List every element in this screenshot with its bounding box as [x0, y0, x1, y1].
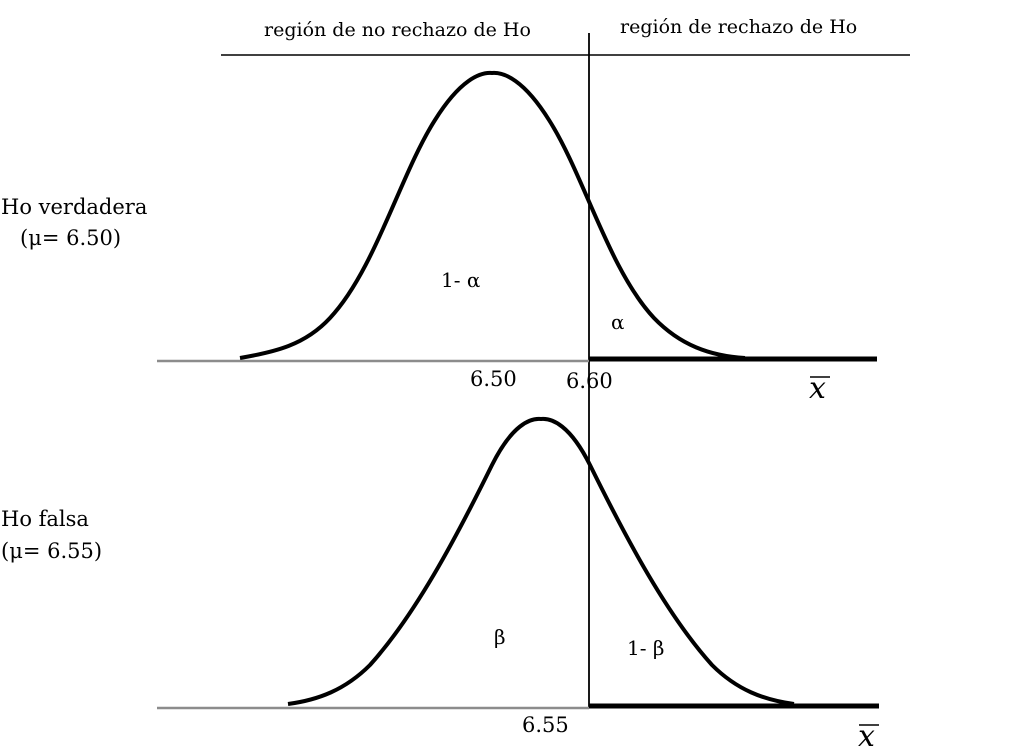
bottom-normal-curve	[287, 416, 795, 706]
no-rejection-region-label: región de no rechazo de Ho	[264, 19, 531, 41]
ho-true-label: Ho verdadera	[1, 195, 147, 219]
ho-false-mean-label: (μ= 6.55)	[1, 539, 102, 563]
top-mean-tick-label: 6.50	[470, 367, 517, 391]
critical-value-tick-label: 6.60	[566, 369, 613, 393]
top-xbar-axis-label: x	[809, 371, 826, 406]
top-normal-curve	[239, 70, 746, 360]
beta-label: β	[494, 625, 506, 649]
rejection-region-label: región de rechazo de Ho	[620, 16, 857, 38]
one-minus-alpha-label: 1- α	[441, 268, 480, 292]
alpha-label: α	[611, 310, 625, 334]
ho-false-label: Ho falsa	[1, 507, 89, 531]
one-minus-beta-label: 1- β	[627, 636, 664, 660]
bottom-mean-tick-label: 6.55	[522, 713, 569, 737]
bottom-xbar-axis-label: x	[858, 719, 875, 754]
ho-true-mean-label: (μ= 6.50)	[20, 226, 121, 250]
